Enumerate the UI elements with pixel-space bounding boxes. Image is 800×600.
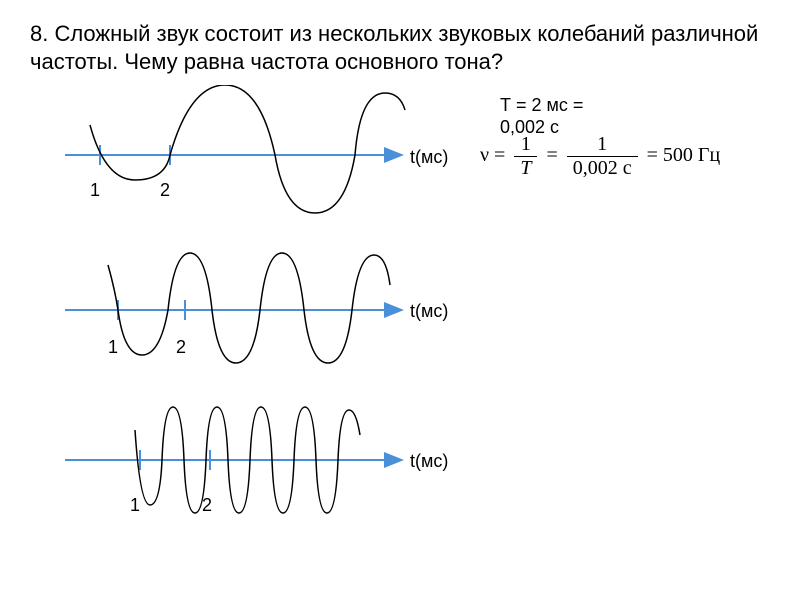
content-area: 1 2 t(мс) 1 2 t(мс) [30, 85, 770, 555]
wave-path [90, 85, 405, 213]
wave-3: 1 2 t(мс) [60, 395, 420, 530]
frac-2: 1 0,002 с [567, 133, 638, 180]
period-text: Т = 2 мс = 0,002 с [500, 95, 583, 138]
wave-3-svg [60, 395, 420, 525]
wave-1-svg [60, 85, 420, 225]
wave-path [108, 253, 390, 363]
period-line-1: Т = 2 мс = [500, 95, 583, 115]
formula-eq2: = [546, 144, 557, 166]
tick-label-2: 2 [176, 337, 186, 358]
formula-eq1: = [494, 144, 505, 166]
tick-label-1: 1 [130, 495, 140, 516]
formula-result: 500 Гц [663, 144, 720, 166]
frac-1-den: T [514, 157, 537, 180]
frac-1: 1 T [514, 133, 537, 180]
wave-1: 1 2 t(мс) [60, 85, 420, 230]
formula: ν = 1 T = 1 0,002 с = 500 Гц [480, 133, 720, 180]
formula-eq3: = [647, 144, 658, 166]
frac-1-num: 1 [514, 133, 537, 157]
tick-label-1: 1 [108, 337, 118, 358]
tick-label-2: 2 [160, 180, 170, 201]
question-text: 8. Сложный звук состоит из нескольких зв… [30, 20, 770, 75]
axis-label-2: t(мс) [410, 301, 448, 322]
frac-2-den: 0,002 с [567, 157, 638, 180]
tick-label-2: 2 [202, 495, 212, 516]
wave-2: 1 2 t(мс) [60, 245, 420, 380]
axis-label-1: t(мс) [410, 147, 448, 168]
axis-label-3: t(мс) [410, 451, 448, 472]
formula-nu: ν [480, 144, 489, 166]
tick-label-1: 1 [90, 180, 100, 201]
frac-2-num: 1 [567, 133, 638, 157]
